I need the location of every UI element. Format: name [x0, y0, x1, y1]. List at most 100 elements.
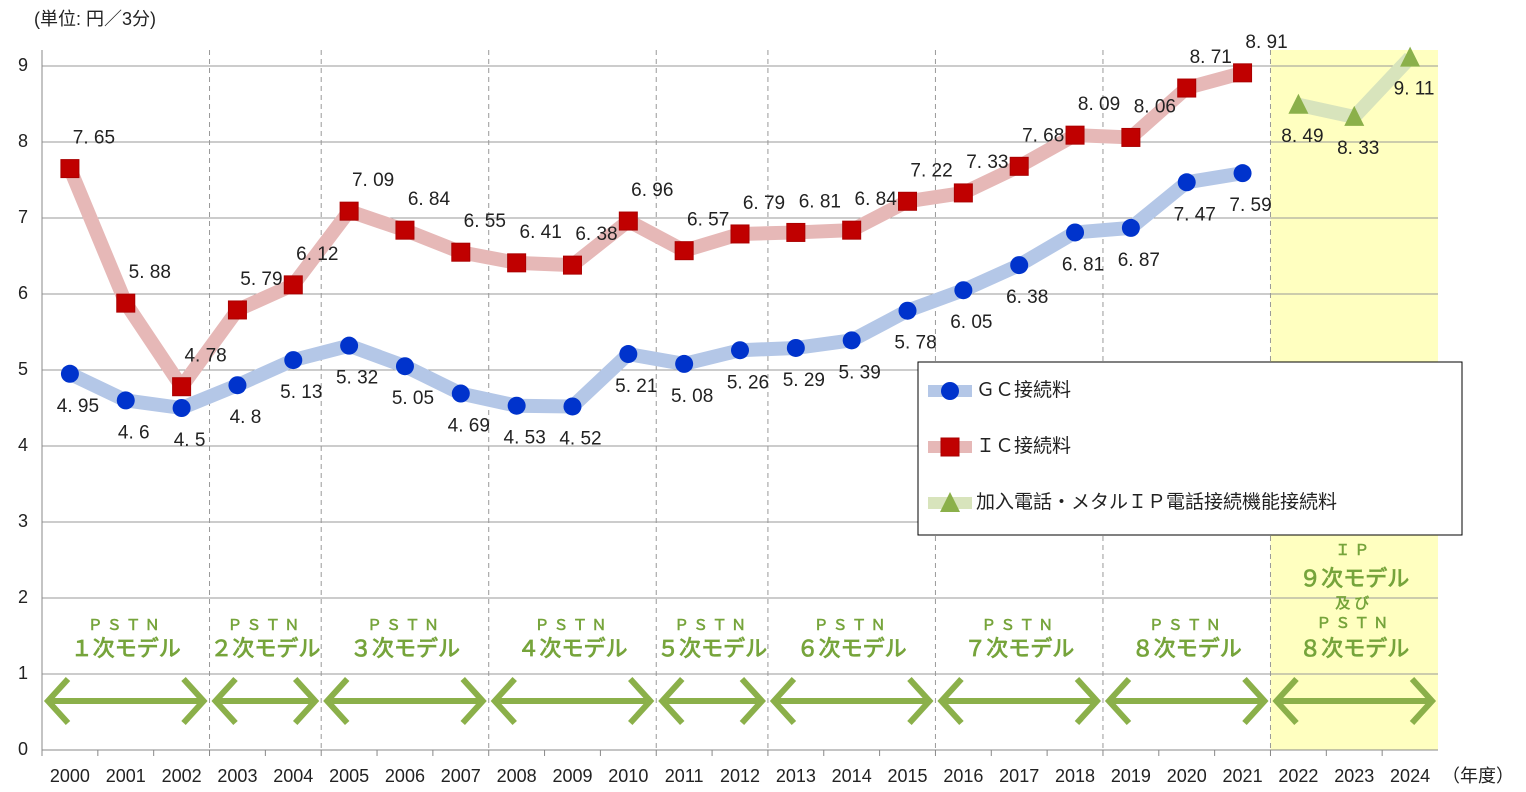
marker — [339, 201, 359, 221]
model-label: ＰＳＴＮ — [981, 617, 1057, 634]
marker — [953, 183, 973, 203]
arrow-head — [1242, 676, 1269, 726]
marker — [954, 281, 973, 300]
marker — [1177, 78, 1197, 98]
marker — [451, 242, 471, 262]
marker — [284, 351, 303, 370]
marker — [940, 437, 960, 457]
value-label: 9. 11 — [1394, 79, 1435, 100]
y-tick-label: 8 — [18, 131, 28, 151]
x-tick-label: 2006 — [385, 766, 425, 786]
value-label: 4. 69 — [448, 416, 490, 437]
marker — [60, 159, 80, 179]
arrow-head — [292, 676, 320, 726]
value-label: 6. 05 — [950, 312, 992, 333]
marker — [395, 357, 414, 376]
value-label: 8. 33 — [1337, 138, 1379, 159]
model-label: ６次モデル — [797, 636, 907, 661]
model-label: ８次モデル — [1299, 636, 1409, 661]
value-label: 6. 87 — [1118, 250, 1160, 271]
arrow-head — [937, 676, 964, 726]
series-line — [66, 166, 1244, 415]
legend-label: 加入電話・メタルＩＰ電話接続機能接続料 — [976, 491, 1337, 513]
x-tick-label: 2008 — [497, 766, 537, 786]
value-label: 5. 39 — [839, 362, 881, 383]
y-tick-label: 0 — [18, 739, 28, 759]
x-tick-label: 2005 — [329, 766, 369, 786]
legend-label: ＩＣ接続料 — [976, 435, 1071, 457]
value-label: 6. 41 — [520, 222, 562, 243]
value-label: 4. 6 — [118, 422, 150, 443]
marker — [562, 255, 582, 275]
x-tick-label: 2002 — [162, 766, 202, 786]
arrow-head — [460, 676, 487, 726]
x-tick-label: 2016 — [943, 766, 983, 786]
marker — [1233, 63, 1253, 83]
marker — [172, 399, 191, 417]
marker — [60, 364, 79, 383]
model-label: ２次モデル — [210, 636, 320, 661]
value-label: 7. 09 — [352, 170, 394, 191]
arrow-head — [43, 676, 71, 726]
x-tick-label: 2000 — [50, 766, 90, 786]
marker — [1177, 173, 1196, 192]
y-tick-label: 1 — [18, 663, 28, 683]
series-line — [63, 66, 1245, 394]
value-label: 7. 22 — [910, 160, 952, 181]
arrow-head — [1074, 676, 1102, 726]
x-tick-label: 2001 — [106, 766, 146, 786]
model-label: ＰＳＴＮ — [88, 617, 164, 634]
x-tick-label: 2009 — [552, 766, 592, 786]
arrow-head — [769, 676, 797, 726]
x-tick-label: 2015 — [887, 766, 927, 786]
value-label: 8. 71 — [1190, 47, 1232, 68]
marker — [116, 293, 136, 313]
marker — [451, 384, 470, 403]
value-label: 5. 08 — [671, 386, 713, 407]
x-tick-label: 2021 — [1223, 766, 1263, 786]
arrow-head — [658, 676, 685, 726]
x-tick-label: 2019 — [1111, 766, 1151, 786]
marker — [116, 391, 135, 410]
value-label: 6. 57 — [687, 210, 729, 231]
value-label: 4. 95 — [57, 396, 99, 417]
y-tick-label: 6 — [18, 283, 28, 303]
marker — [731, 341, 749, 360]
value-label: 5. 21 — [615, 376, 657, 397]
arrow-head — [1104, 676, 1132, 726]
marker — [898, 301, 917, 320]
marker — [1344, 105, 1365, 126]
value-label: 4. 5 — [174, 430, 206, 451]
model-label: ＰＳＴＮ — [1316, 615, 1392, 632]
marker — [1288, 93, 1309, 114]
marker — [1009, 156, 1029, 176]
value-label: 5. 26 — [727, 372, 769, 393]
marker — [842, 331, 861, 350]
marker — [898, 191, 918, 211]
x-tick-label: 2017 — [999, 766, 1039, 786]
marker — [1066, 223, 1085, 242]
marker — [1400, 46, 1421, 67]
y-tick-label: 2 — [18, 587, 28, 607]
x-tick-label: 2003 — [217, 766, 257, 786]
value-label: 4. 52 — [559, 428, 601, 449]
model-label: ３次モデル — [350, 636, 460, 661]
value-label: 5. 88 — [129, 262, 171, 283]
marker — [395, 220, 415, 240]
marker — [1121, 218, 1140, 237]
value-label: 6. 38 — [1006, 287, 1048, 308]
marker — [563, 397, 582, 416]
marker — [1010, 256, 1029, 275]
value-label: 6. 38 — [575, 224, 617, 245]
value-label: 8. 09 — [1078, 94, 1120, 115]
model-label: 及び — [1335, 595, 1373, 612]
x-tick-label: 2004 — [273, 766, 313, 786]
value-label: 8. 91 — [1245, 32, 1287, 53]
value-label: 6. 81 — [1062, 254, 1104, 275]
y-tick-label: 5 — [18, 359, 28, 379]
value-label: 8. 06 — [1134, 96, 1176, 117]
value-label: 6. 55 — [464, 211, 506, 232]
value-label: 6. 84 — [408, 189, 451, 210]
